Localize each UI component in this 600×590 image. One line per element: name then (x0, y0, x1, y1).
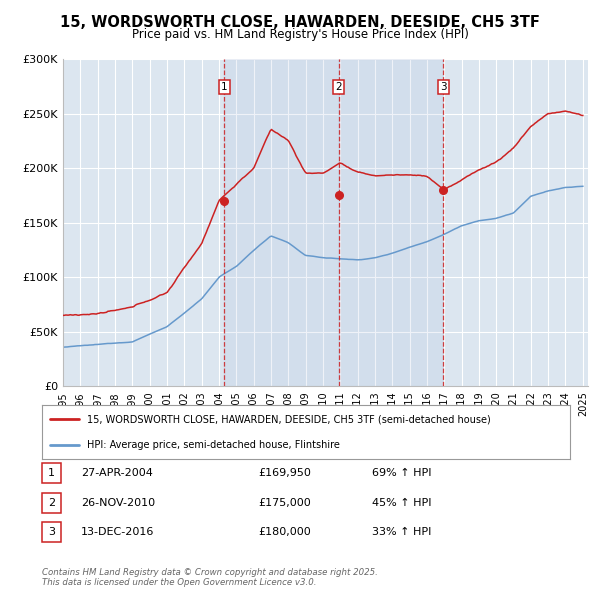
Text: 2: 2 (48, 498, 55, 507)
Text: 15, WORDSWORTH CLOSE, HAWARDEN, DEESIDE, CH5 3TF (semi-detached house): 15, WORDSWORTH CLOSE, HAWARDEN, DEESIDE,… (87, 414, 491, 424)
Text: 1: 1 (221, 82, 228, 92)
Text: 13-DEC-2016: 13-DEC-2016 (81, 527, 154, 537)
Text: £175,000: £175,000 (258, 498, 311, 507)
Text: HPI: Average price, semi-detached house, Flintshire: HPI: Average price, semi-detached house,… (87, 441, 340, 450)
Text: 1: 1 (48, 468, 55, 478)
Text: 33% ↑ HPI: 33% ↑ HPI (372, 527, 431, 537)
Text: 2: 2 (335, 82, 342, 92)
Text: £169,950: £169,950 (258, 468, 311, 478)
Text: 45% ↑ HPI: 45% ↑ HPI (372, 498, 431, 507)
Text: 15, WORDSWORTH CLOSE, HAWARDEN, DEESIDE, CH5 3TF: 15, WORDSWORTH CLOSE, HAWARDEN, DEESIDE,… (60, 15, 540, 30)
Bar (224, 59, 338, 386)
Text: 26-NOV-2010: 26-NOV-2010 (81, 498, 155, 507)
Text: 69% ↑ HPI: 69% ↑ HPI (372, 468, 431, 478)
Text: 3: 3 (48, 527, 55, 537)
Text: £180,000: £180,000 (258, 527, 311, 537)
Text: Contains HM Land Registry data © Crown copyright and database right 2025.
This d: Contains HM Land Registry data © Crown c… (42, 568, 378, 587)
Bar (338, 59, 443, 386)
Text: Price paid vs. HM Land Registry's House Price Index (HPI): Price paid vs. HM Land Registry's House … (131, 28, 469, 41)
Text: 3: 3 (440, 82, 446, 92)
Text: 27-APR-2004: 27-APR-2004 (81, 468, 153, 478)
